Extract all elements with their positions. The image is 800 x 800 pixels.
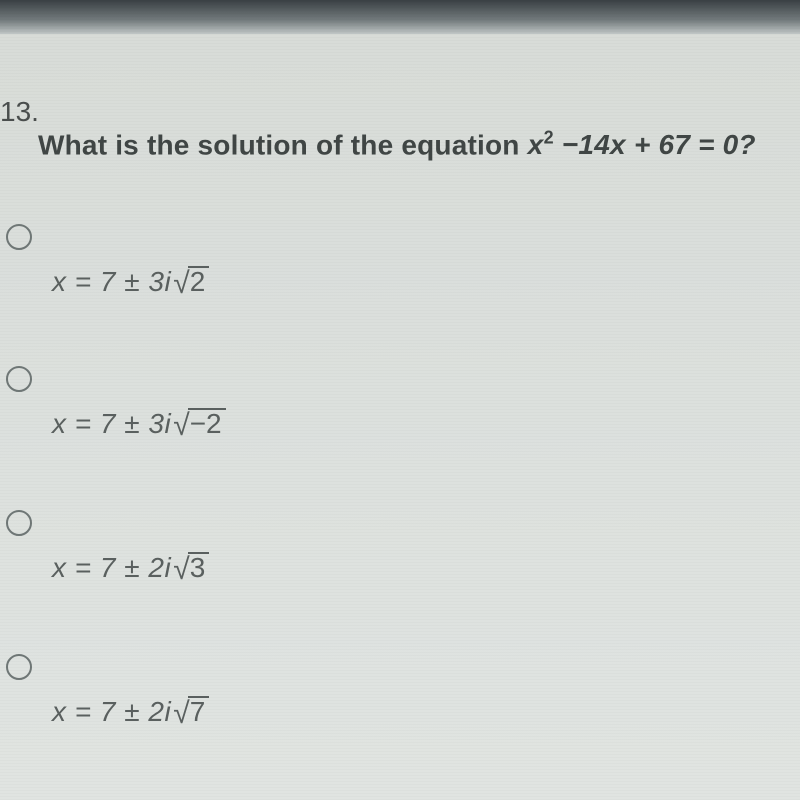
option-c-text[interactable]: x = 7 ± 2i√3 [52,552,209,587]
option-b-radicand: −2 [188,408,226,438]
question-number: 13. [0,96,39,128]
option-a-i: i [164,266,171,297]
question-prefix: What is the solution of the equation [38,129,528,160]
option-d-radio-wrap[interactable] [6,654,32,685]
sqrt-icon: √7 [171,696,209,731]
option-a-prefix: x = 7 ± 3 [52,266,164,297]
radio-icon [6,366,32,392]
option-d-i: i [164,696,171,727]
option-b-radio-wrap[interactable] [6,366,32,397]
sqrt-icon: √3 [171,552,209,587]
option-c-radio-wrap[interactable] [6,510,32,541]
radio-icon [6,510,32,536]
option-b-text[interactable]: x = 7 ± 3i√−2 [52,408,226,443]
option-a-text[interactable]: x = 7 ± 3i√2 [52,266,209,301]
option-c-i: i [164,552,171,583]
option-b-i: i [164,408,171,439]
option-c-prefix: x = 7 ± 2 [52,552,164,583]
option-b-prefix: x = 7 ± 3 [52,408,164,439]
option-a-radio-wrap[interactable] [6,224,32,255]
option-d-radicand: 7 [188,696,210,726]
radio-icon [6,654,32,680]
question-text: What is the solution of the equation x2 … [38,128,756,161]
question-equation: x2 −14x + 67 = 0? [528,129,756,160]
sqrt-icon: √2 [171,266,209,301]
option-d-text[interactable]: x = 7 ± 2i√7 [52,696,209,731]
window-top-shadow [0,0,800,34]
radio-icon [6,224,32,250]
option-a-radicand: 2 [188,266,210,296]
sqrt-icon: √−2 [171,408,225,443]
question-card: 13. What is the solution of the equation… [0,34,800,800]
option-c-radicand: 3 [188,552,210,582]
option-d-prefix: x = 7 ± 2 [52,696,164,727]
